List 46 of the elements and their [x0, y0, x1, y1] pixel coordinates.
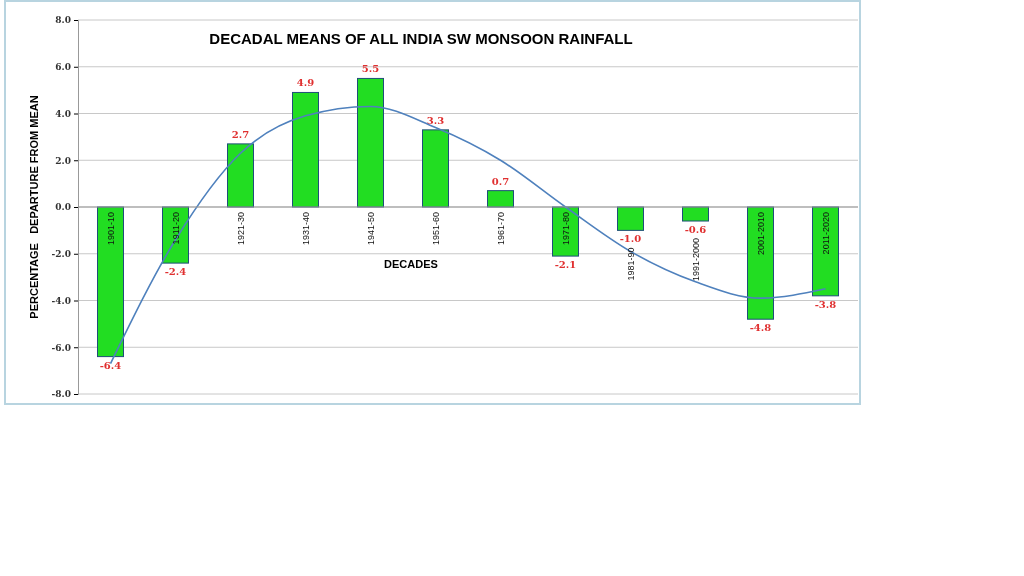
y-tick-label: 0.0 [55, 202, 71, 213]
bar [682, 206, 709, 222]
data-label: 4.9 [296, 77, 315, 89]
y-axis-title: PERCENTAGE DEPARTURE FROM MEAN [28, 95, 40, 319]
data-label: -0.6 [684, 224, 707, 236]
x-tick-label: 1971-80 [560, 212, 571, 246]
x-tick-label: 1951-60 [430, 212, 441, 246]
bar [97, 206, 124, 358]
data-label: 3.3 [426, 114, 445, 126]
y-tick-label: -2.0 [51, 249, 71, 260]
y-tick-label: -6.0 [51, 342, 71, 353]
y-tick-label: 2.0 [55, 155, 71, 166]
bar [747, 206, 774, 320]
x-tick-label: 1931-40 [300, 212, 311, 246]
bar [812, 206, 839, 297]
bar [357, 77, 384, 208]
y-tick-label: -8.0 [51, 389, 71, 400]
data-label: -6.4 [99, 359, 122, 371]
x-tick-label: 1921-30 [235, 212, 246, 246]
data-label: 5.5 [361, 63, 380, 75]
x-tick-label: 1901-10 [105, 212, 116, 246]
x-tick-label: 1991-2000 [690, 238, 701, 282]
x-tick-label: 2001-2010 [755, 212, 766, 256]
bar [487, 190, 514, 208]
data-label: -3.8 [814, 298, 837, 310]
x-tick-label: 1981-90 [625, 247, 636, 281]
data-label: -2.4 [164, 266, 187, 278]
y-tick-label: 4.0 [55, 108, 71, 119]
text: DECADAL MEANS OF ALL INDIA SW MONSOON RAINFALL [209, 30, 633, 47]
data-label: -4.8 [749, 322, 772, 334]
data-label: -1.0 [619, 233, 642, 245]
data-label: 2.7 [231, 128, 250, 140]
bar [422, 129, 449, 208]
y-tick-label: -4.0 [51, 295, 71, 306]
x-tick-label: 1961-70 [495, 212, 506, 246]
y-tick-label: 6.0 [55, 62, 71, 73]
x-axis-title: DECADES [384, 258, 438, 270]
x-tick-label: 1941-50 [365, 212, 376, 246]
x-tick-label: 1911-20 [170, 212, 181, 245]
y-tick-label: 8.0 [55, 15, 71, 26]
data-label: 0.7 [491, 175, 510, 187]
x-tick-label: 2011-2020 [820, 212, 831, 255]
bar [617, 206, 644, 231]
data-label: -2.1 [554, 259, 577, 271]
bar [227, 143, 254, 208]
bar [292, 91, 319, 208]
